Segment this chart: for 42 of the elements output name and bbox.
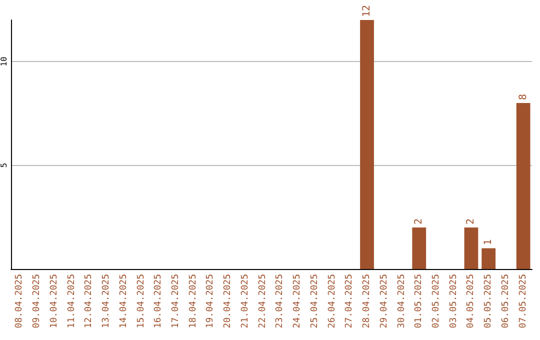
bar	[482, 248, 496, 269]
x-tick-label: 17.04.2025	[170, 274, 181, 328]
x-tick-label: 10.04.2025	[49, 274, 60, 328]
x-tick-label: 19.04.2025	[206, 274, 216, 328]
x-tick-label: 12.04.2025	[84, 274, 94, 328]
x-tick-label: 04.05.2025	[466, 274, 476, 328]
x-tick-label: 21.04.2025	[240, 274, 250, 328]
data-label: 8	[518, 94, 529, 100]
x-tick-label: 29.04.2025	[379, 274, 390, 328]
x-tick-label: 14.04.2025	[118, 274, 129, 328]
x-tick-label: 18.04.2025	[188, 274, 198, 328]
x-tick-label: 11.04.2025	[66, 274, 77, 328]
x-tick-label: 15.04.2025	[136, 274, 146, 328]
x-tick-label: 03.05.2025	[448, 274, 459, 328]
data-label: 2	[414, 218, 425, 224]
bar	[464, 228, 478, 269]
x-tick-label: 07.05.2025	[518, 274, 528, 328]
x-tick-label: 24.04.2025	[292, 274, 303, 328]
y-tick-label: 5	[0, 162, 8, 168]
x-tick-label: 02.05.2025	[431, 274, 442, 328]
data-label: 1	[483, 239, 494, 246]
data-label: 2	[466, 218, 477, 224]
x-tick-label: 30.04.2025	[396, 274, 407, 328]
x-tick-label: 01.05.2025	[414, 274, 424, 328]
x-tick-label: 05.05.2025	[484, 274, 494, 328]
x-tick-label: 27.04.2025	[344, 274, 355, 328]
y-tick-label: 10	[0, 56, 8, 66]
x-tick-label: 16.04.2025	[154, 274, 164, 328]
x-tick-label: 22.04.2025	[258, 274, 268, 328]
x-tick-label: 08.04.2025	[14, 274, 25, 328]
x-tick-label: 28.04.2025	[362, 274, 372, 328]
x-tick-label: 06.05.2025	[500, 274, 511, 328]
x-tick-label: 20.04.2025	[223, 274, 234, 328]
x-tick-label: 09.04.2025	[32, 274, 42, 328]
bar	[516, 103, 530, 269]
x-tick-label: 25.04.2025	[310, 274, 320, 328]
bar	[360, 20, 374, 269]
x-tick-label: 26.04.2025	[327, 274, 338, 328]
data-label: 12	[362, 4, 373, 17]
x-tick-label: 23.04.2025	[275, 274, 286, 328]
x-tick-label: 13.04.2025	[102, 274, 112, 328]
bar	[412, 228, 426, 269]
